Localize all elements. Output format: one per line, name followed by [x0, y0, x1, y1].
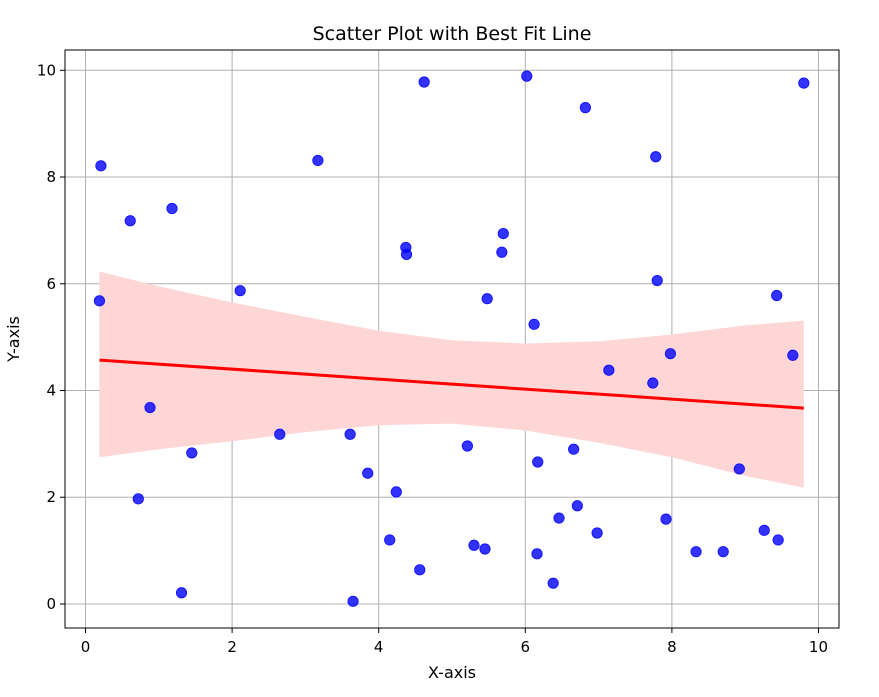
scatter-point [144, 401, 156, 414]
fit-line-group [99, 358, 804, 410]
scatter-point [400, 248, 413, 261]
scatter-point [650, 151, 662, 163]
scatter-point [132, 493, 144, 505]
plot-frame [64, 49, 840, 629]
y-tick-label: 6 [46, 275, 56, 293]
scatter-point [531, 548, 543, 560]
x-tick-label: 10 [809, 638, 828, 656]
scatter-point [414, 564, 426, 576]
scatter-point [418, 76, 430, 88]
y-tick-label: 10 [37, 61, 56, 79]
scatter-point [603, 364, 615, 376]
scatter-point [787, 349, 799, 361]
scatter-point [384, 534, 396, 546]
scatter-point [647, 377, 659, 389]
scatter-point [547, 577, 559, 589]
scatter-point [496, 246, 508, 258]
scatter-point [690, 546, 702, 558]
y-axis-label: Y-axis [4, 316, 23, 363]
scatter-point [497, 227, 509, 240]
scatter-point [528, 318, 540, 330]
confidence-band-group [99, 271, 804, 488]
chart-title: Scatter Plot with Best Fit Line [313, 23, 592, 45]
scatter-point [234, 285, 246, 297]
scatter-point [660, 513, 672, 525]
scatter-point [798, 77, 810, 89]
y-tick-label: 8 [46, 168, 56, 186]
scatter-point [124, 215, 136, 227]
points-group [93, 70, 810, 607]
y-tick-label: 4 [46, 382, 56, 400]
scatter-point [772, 534, 784, 546]
scatter-point [591, 527, 603, 539]
scatter-point [664, 348, 677, 360]
x-tick-label: 6 [521, 638, 531, 656]
y-tick-label: 2 [46, 488, 56, 506]
scatter-point [344, 428, 356, 440]
scatter-point [479, 543, 491, 555]
scatter-point [166, 202, 178, 215]
scatter-point [312, 154, 324, 167]
best-fit-line [99, 358, 804, 410]
scatter-point [717, 546, 729, 558]
y-tick-label: 0 [46, 595, 56, 613]
scatter-point [461, 440, 473, 452]
scatter-point [651, 274, 663, 287]
scatter-point [481, 293, 493, 305]
scatter-point [571, 500, 583, 512]
x-tick-label: 8 [667, 638, 677, 656]
scatter-point [186, 447, 198, 459]
scatter-point [758, 524, 770, 536]
scatter-point [771, 289, 783, 302]
scatter-point [579, 102, 591, 114]
x-axis-label: X-axis [428, 663, 476, 682]
scatter-point [468, 539, 480, 551]
scatter-point [521, 70, 533, 82]
scatter-point [274, 428, 286, 440]
scatter-point [93, 295, 106, 307]
scatter-point [733, 463, 745, 475]
x-tick-label: 0 [81, 638, 91, 656]
scatter-point [347, 595, 359, 607]
confidence-band [99, 271, 804, 488]
scatter-point [568, 443, 580, 455]
x-tick-label: 4 [374, 638, 384, 656]
scatter-point [390, 486, 402, 498]
scatter-point [362, 467, 374, 479]
x-tick-label: 2 [227, 638, 237, 656]
x-ticks: 0 2 4 6 8 10 [81, 628, 828, 656]
y-ticks: 0 2 4 6 8 10 [37, 61, 65, 613]
scatter-point [95, 160, 107, 172]
scatter-point [532, 456, 544, 468]
scatter-point [553, 512, 565, 524]
scatter-point [175, 587, 188, 599]
